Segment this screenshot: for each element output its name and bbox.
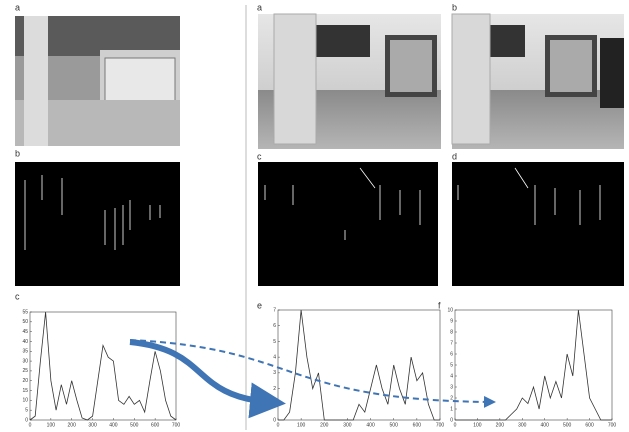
panel-label: b	[452, 2, 457, 12]
y-tick-label: 8	[450, 329, 453, 335]
x-tick-label: 500	[130, 422, 139, 428]
y-tick-label: 1	[450, 406, 453, 412]
x-tick-label: 200	[320, 422, 329, 428]
x-tick-label: 0	[29, 422, 32, 428]
y-tick-label: 50	[22, 319, 28, 325]
x-tick-label: 300	[518, 422, 527, 428]
photo	[15, 16, 180, 146]
x-tick-label: 700	[172, 422, 181, 428]
y-tick-label: 4	[450, 373, 453, 379]
x-tick-label: 100	[473, 422, 482, 428]
x-tick-label: 200	[496, 422, 505, 428]
y-tick-label: 1	[273, 402, 276, 408]
y-tick-label: 6	[273, 323, 276, 329]
x-tick-label: 300	[88, 422, 97, 428]
arrow	[129, 339, 496, 408]
y-tick-label: 45	[22, 329, 28, 335]
y-tick-label: 2	[273, 386, 276, 392]
x-tick-label: 600	[585, 422, 594, 428]
x-tick-label: 500	[390, 422, 399, 428]
x-tick-label: 100	[47, 422, 56, 428]
x-tick-label: 400	[541, 422, 550, 428]
panel-label: c	[15, 291, 20, 301]
y-tick-label: 0	[450, 417, 453, 423]
photo	[451, 13, 624, 149]
y-tick-label: 10	[447, 307, 453, 313]
y-tick-label: 10	[22, 398, 28, 404]
plot-frame	[29, 311, 177, 421]
x-tick-label: 300	[343, 422, 352, 428]
plot: 0 100 200 300 400 500 600 700 0 1 2 3 4 5 6 7 8 9 10	[447, 307, 616, 428]
x-tick-label: 700	[436, 422, 445, 428]
edge-map	[15, 162, 189, 286]
panel-label: a	[15, 2, 20, 12]
y-tick-label: 4	[273, 354, 276, 360]
plot-frame	[454, 309, 613, 421]
x-tick-label: 600	[413, 422, 422, 428]
x-tick-label: 0	[454, 422, 457, 428]
curve	[29, 311, 177, 421]
panel-label: b	[15, 148, 20, 158]
plot-frame	[277, 309, 441, 421]
y-tick-label: 3	[450, 384, 453, 390]
plot: 0 100 200 300 400 500 600 700 0 5 10 15 20 25 30 35 40 45…	[22, 309, 180, 428]
arrow	[129, 339, 286, 419]
x-tick-label: 0	[277, 422, 280, 428]
edge-map	[452, 162, 624, 286]
y-tick-label: 40	[22, 339, 28, 345]
photo	[258, 13, 441, 149]
y-tick-label: 55	[22, 309, 28, 315]
y-tick-label: 15	[22, 388, 28, 394]
y-tick-label: 5	[450, 362, 453, 368]
y-tick-label: 7	[450, 340, 453, 346]
y-tick-label: 2	[450, 395, 453, 401]
y-tick-label: 6	[450, 351, 453, 357]
plots: 0 100 200 300 400 500 600 700051015202530354045…	[22, 307, 616, 428]
x-tick-label: 500	[563, 422, 572, 428]
panel-label: d	[452, 151, 457, 161]
y-tick-label: 0	[273, 417, 276, 423]
y-tick-label: 9	[450, 318, 453, 324]
x-tick-label: 100	[297, 422, 306, 428]
plot: 0 100 200 300 400 500 600 700 0 1 2 3 4 5 6 7	[273, 307, 444, 428]
x-tick-label: 200	[68, 422, 77, 428]
panel-label: e	[257, 300, 262, 310]
panel-label: c	[257, 151, 262, 161]
y-tick-label: 25	[22, 368, 28, 374]
curve	[278, 309, 440, 421]
y-tick-label: 3	[273, 370, 276, 376]
y-tick-label: 35	[22, 349, 28, 355]
panel-label: f	[438, 300, 441, 310]
panel-label: a	[257, 2, 262, 12]
x-tick-label: 600	[151, 422, 160, 428]
y-tick-label: 0	[25, 417, 28, 423]
edge-map	[258, 162, 438, 286]
y-tick-label: 30	[22, 358, 28, 364]
y-tick-label: 7	[273, 307, 276, 313]
y-tick-label: 5	[273, 339, 276, 345]
y-tick-label: 20	[22, 378, 28, 384]
x-tick-label: 400	[366, 422, 375, 428]
x-tick-label: 700	[608, 422, 617, 428]
y-tick-label: 5	[25, 408, 28, 414]
x-tick-label: 400	[109, 422, 118, 428]
curve	[455, 309, 612, 421]
